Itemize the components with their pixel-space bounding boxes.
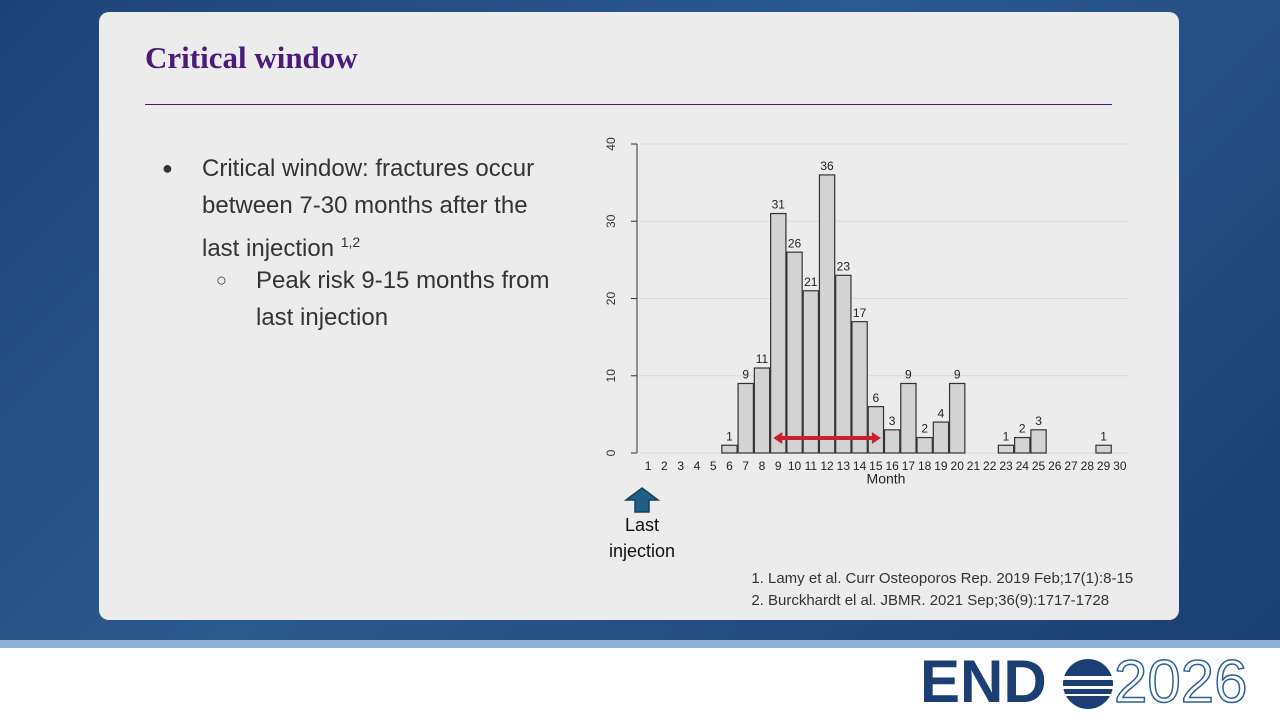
x-tick-label: 13: [837, 459, 851, 473]
value-label: 21: [804, 275, 818, 289]
logo-prefix: END: [920, 648, 1047, 715]
value-label: 2: [1019, 422, 1026, 436]
x-tick-label: 24: [1016, 459, 1030, 473]
x-tick-label: 18: [918, 459, 932, 473]
annotation: Last injection: [608, 515, 676, 561]
title-rule: [145, 104, 1112, 105]
value-label: 26: [788, 236, 802, 250]
bar: [737, 382, 754, 454]
bar: [883, 429, 901, 454]
x-tick-label: 21: [967, 459, 981, 473]
x-tick-label: 10: [788, 459, 802, 473]
x-tick-label: 1: [645, 459, 652, 473]
bar: [802, 290, 820, 454]
x-tick-label: 27: [1064, 459, 1078, 473]
bar: [818, 174, 836, 454]
bar: [1030, 429, 1047, 454]
x-tick-label: 6: [726, 459, 733, 473]
x-tick-label: 2: [661, 459, 668, 473]
bar: [900, 382, 917, 454]
x-tick-label: 16: [885, 459, 899, 473]
x-tick-label: 5: [710, 459, 717, 473]
value-label: 31: [772, 198, 786, 212]
value-label: 17: [853, 306, 867, 320]
x-tick-label: 3: [677, 459, 684, 473]
x-tick-label: 17: [902, 459, 916, 473]
logo-suffix: 2026: [1114, 648, 1247, 715]
x-tick-label: 23: [999, 459, 1013, 473]
value-label: 11: [756, 352, 769, 366]
bar: [770, 212, 787, 454]
value-label: 9: [742, 368, 749, 382]
x-tick-label: 14: [853, 459, 867, 473]
peak-range-head: [871, 432, 881, 444]
bar: [1095, 444, 1112, 454]
x-tick-label: 12: [820, 459, 834, 473]
x-tick-label: 25: [1032, 459, 1046, 473]
value-label: 36: [820, 159, 834, 173]
value-label: 2: [921, 422, 928, 436]
sub-bullet: Peak risk 9-15 months from last injectio…: [216, 262, 576, 336]
citation: 1,2: [340, 234, 361, 250]
value-label: 23: [837, 259, 851, 273]
y-tick-label: 40: [604, 137, 618, 151]
value-label: 3: [889, 414, 896, 428]
x-tick-label: 22: [983, 459, 997, 473]
y-tick-label: 10: [604, 369, 618, 383]
value-label: 4: [938, 406, 945, 420]
stripe: [0, 640, 1280, 648]
bar: [786, 251, 803, 454]
bar: [867, 406, 885, 454]
bullet-text: Critical window: fractures occur between…: [202, 155, 535, 262]
slide-title: Critical window: [145, 40, 358, 75]
x-tick-label: 9: [775, 459, 782, 473]
x-tick-label: 19: [934, 459, 948, 473]
x-tick-label: 4: [694, 459, 701, 473]
x-tick-label: 8: [759, 459, 766, 473]
bar: [932, 421, 950, 454]
bar: [753, 367, 771, 454]
bar: [916, 436, 933, 454]
x-axis-label: Month: [867, 471, 906, 487]
bullet: Critical window: fractures occur between…: [162, 150, 562, 267]
peak-range-head: [773, 432, 783, 444]
value-label: 1: [1003, 429, 1010, 443]
value-label: 3: [1035, 414, 1042, 428]
x-tick-label: 20: [951, 459, 965, 473]
bar: [851, 321, 868, 454]
value-label: 1: [1100, 429, 1107, 443]
x-tick-label: 15: [869, 459, 883, 473]
bar: [948, 382, 966, 454]
x-tick-label: 11: [805, 459, 818, 473]
x-tick-label: 29: [1097, 459, 1111, 473]
y-tick-label: 0: [604, 449, 618, 456]
value-label: 9: [954, 368, 961, 382]
bar: [835, 274, 852, 454]
reference: Lamy et al. Curr Osteoporos Rep. 2019 Fe…: [768, 568, 1133, 590]
reference: Burckhardt el al. JBMR. 2021 Sep;36(9):1…: [768, 590, 1133, 612]
y-tick-label: 20: [604, 292, 618, 306]
value-label: 6: [873, 391, 880, 405]
arrow-icon: [623, 487, 661, 513]
x-tick-label: 28: [1081, 459, 1095, 473]
bar: [997, 444, 1015, 454]
y-tick-label: 30: [604, 214, 618, 228]
logo: END 2026: [920, 648, 1248, 716]
x-tick-label: 26: [1048, 459, 1062, 473]
bar: [1014, 436, 1031, 454]
sub-bullet-text: Peak risk 9-15 months from last injectio…: [256, 267, 550, 331]
x-tick-label: 7: [742, 459, 749, 473]
value-label: 9: [905, 368, 912, 382]
references: Lamy et al. Curr Osteoporos Rep. 2019 Fe…: [740, 568, 1133, 612]
value-label: 1: [726, 429, 733, 443]
logo-globe: [1060, 659, 1116, 709]
bar: [721, 444, 738, 454]
x-tick-label: 30: [1113, 459, 1127, 473]
